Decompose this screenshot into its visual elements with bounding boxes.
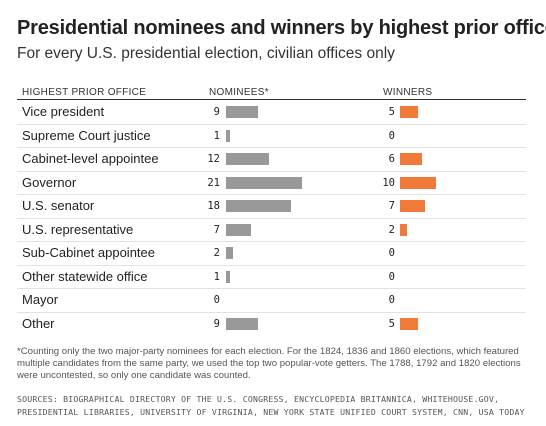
- table-row: Other statewide office 1 0: [17, 265, 526, 289]
- nominees-value: 1: [213, 129, 220, 142]
- winners-value: 6: [388, 153, 395, 165]
- nominees-bar: [226, 317, 259, 330]
- nominees-value: 21: [207, 176, 220, 189]
- sources: SOURCES: BIOGRAPHICAL DIRECTORY OF THE U…: [17, 394, 525, 417]
- table-row: Sub-Cabinet appointee 2 0: [17, 241, 526, 266]
- office-label: Governor: [22, 174, 77, 190]
- office-label: Sub-Cabinet appointee: [22, 245, 155, 260]
- winners-value: 2: [388, 223, 395, 236]
- office-label: Mayor: [22, 292, 59, 307]
- winners-value: 5: [388, 106, 395, 118]
- winners-bar: [400, 317, 418, 330]
- nominees-bar: [226, 200, 291, 212]
- winners-bar: [400, 176, 436, 189]
- winners-bar: [400, 153, 422, 165]
- nominees-value: 18: [207, 200, 220, 212]
- nominees-value: 12: [207, 153, 220, 165]
- winners-value: 0: [388, 129, 395, 142]
- nominees-bar: [226, 270, 230, 283]
- footnote: *Counting only the two major-party nomin…: [17, 346, 521, 381]
- table-row: U.S. representative 7 2: [17, 218, 526, 242]
- table-row: Vice president 9 5: [17, 100, 526, 125]
- winners-bar: [400, 106, 418, 118]
- nominees-value: 7: [213, 223, 220, 236]
- header-rule: [17, 99, 526, 100]
- winners-value: 0: [388, 270, 395, 283]
- column-header-office: HIGHEST PRIOR OFFICE: [22, 87, 147, 98]
- nominees-bar: [226, 153, 270, 165]
- nominees-bar: [226, 247, 234, 259]
- office-label: Cabinet-level appointee: [22, 151, 159, 166]
- chart-title: Presidential nominees and winners by hig…: [17, 17, 546, 39]
- nominees-value: 0: [213, 294, 220, 306]
- office-label: U.S. representative: [22, 221, 134, 237]
- table-row: Other 9 5: [17, 312, 526, 336]
- winners-bar: [400, 223, 408, 236]
- winners-value: 0: [388, 247, 395, 259]
- table-row: Cabinet-level appointee 12 6: [17, 147, 526, 172]
- column-header-winners: WINNERS: [383, 87, 433, 98]
- nominees-bar: [226, 106, 259, 118]
- column-header-nominees: NOMINEES*: [209, 87, 269, 98]
- nominees-value: 2: [213, 247, 220, 259]
- table-row: Governor 21 10: [17, 171, 526, 195]
- office-label: Other statewide office: [22, 268, 148, 284]
- winners-value: 10: [382, 176, 395, 189]
- nominees-value: 9: [213, 317, 220, 330]
- table-row: U.S. senator 18 7: [17, 194, 526, 219]
- nominees-bar: [226, 176, 302, 189]
- nominees-value: 1: [213, 270, 220, 283]
- office-label: Supreme Court justice: [22, 127, 151, 143]
- nominees-bar: [226, 129, 230, 142]
- table-row: Mayor 0 0: [17, 288, 526, 313]
- office-label: Other: [22, 315, 55, 331]
- office-label: U.S. senator: [22, 198, 95, 213]
- winners-value: 7: [388, 200, 395, 212]
- winners-bar: [400, 200, 426, 212]
- office-label: Vice president: [22, 104, 105, 119]
- winners-value: 5: [388, 317, 395, 330]
- winners-value: 0: [388, 294, 395, 306]
- chart-subtitle: For every U.S. presidential election, ci…: [17, 45, 395, 62]
- nominees-value: 9: [213, 106, 220, 118]
- nominees-bar: [226, 223, 252, 236]
- table-row: Supreme Court justice 1 0: [17, 124, 526, 148]
